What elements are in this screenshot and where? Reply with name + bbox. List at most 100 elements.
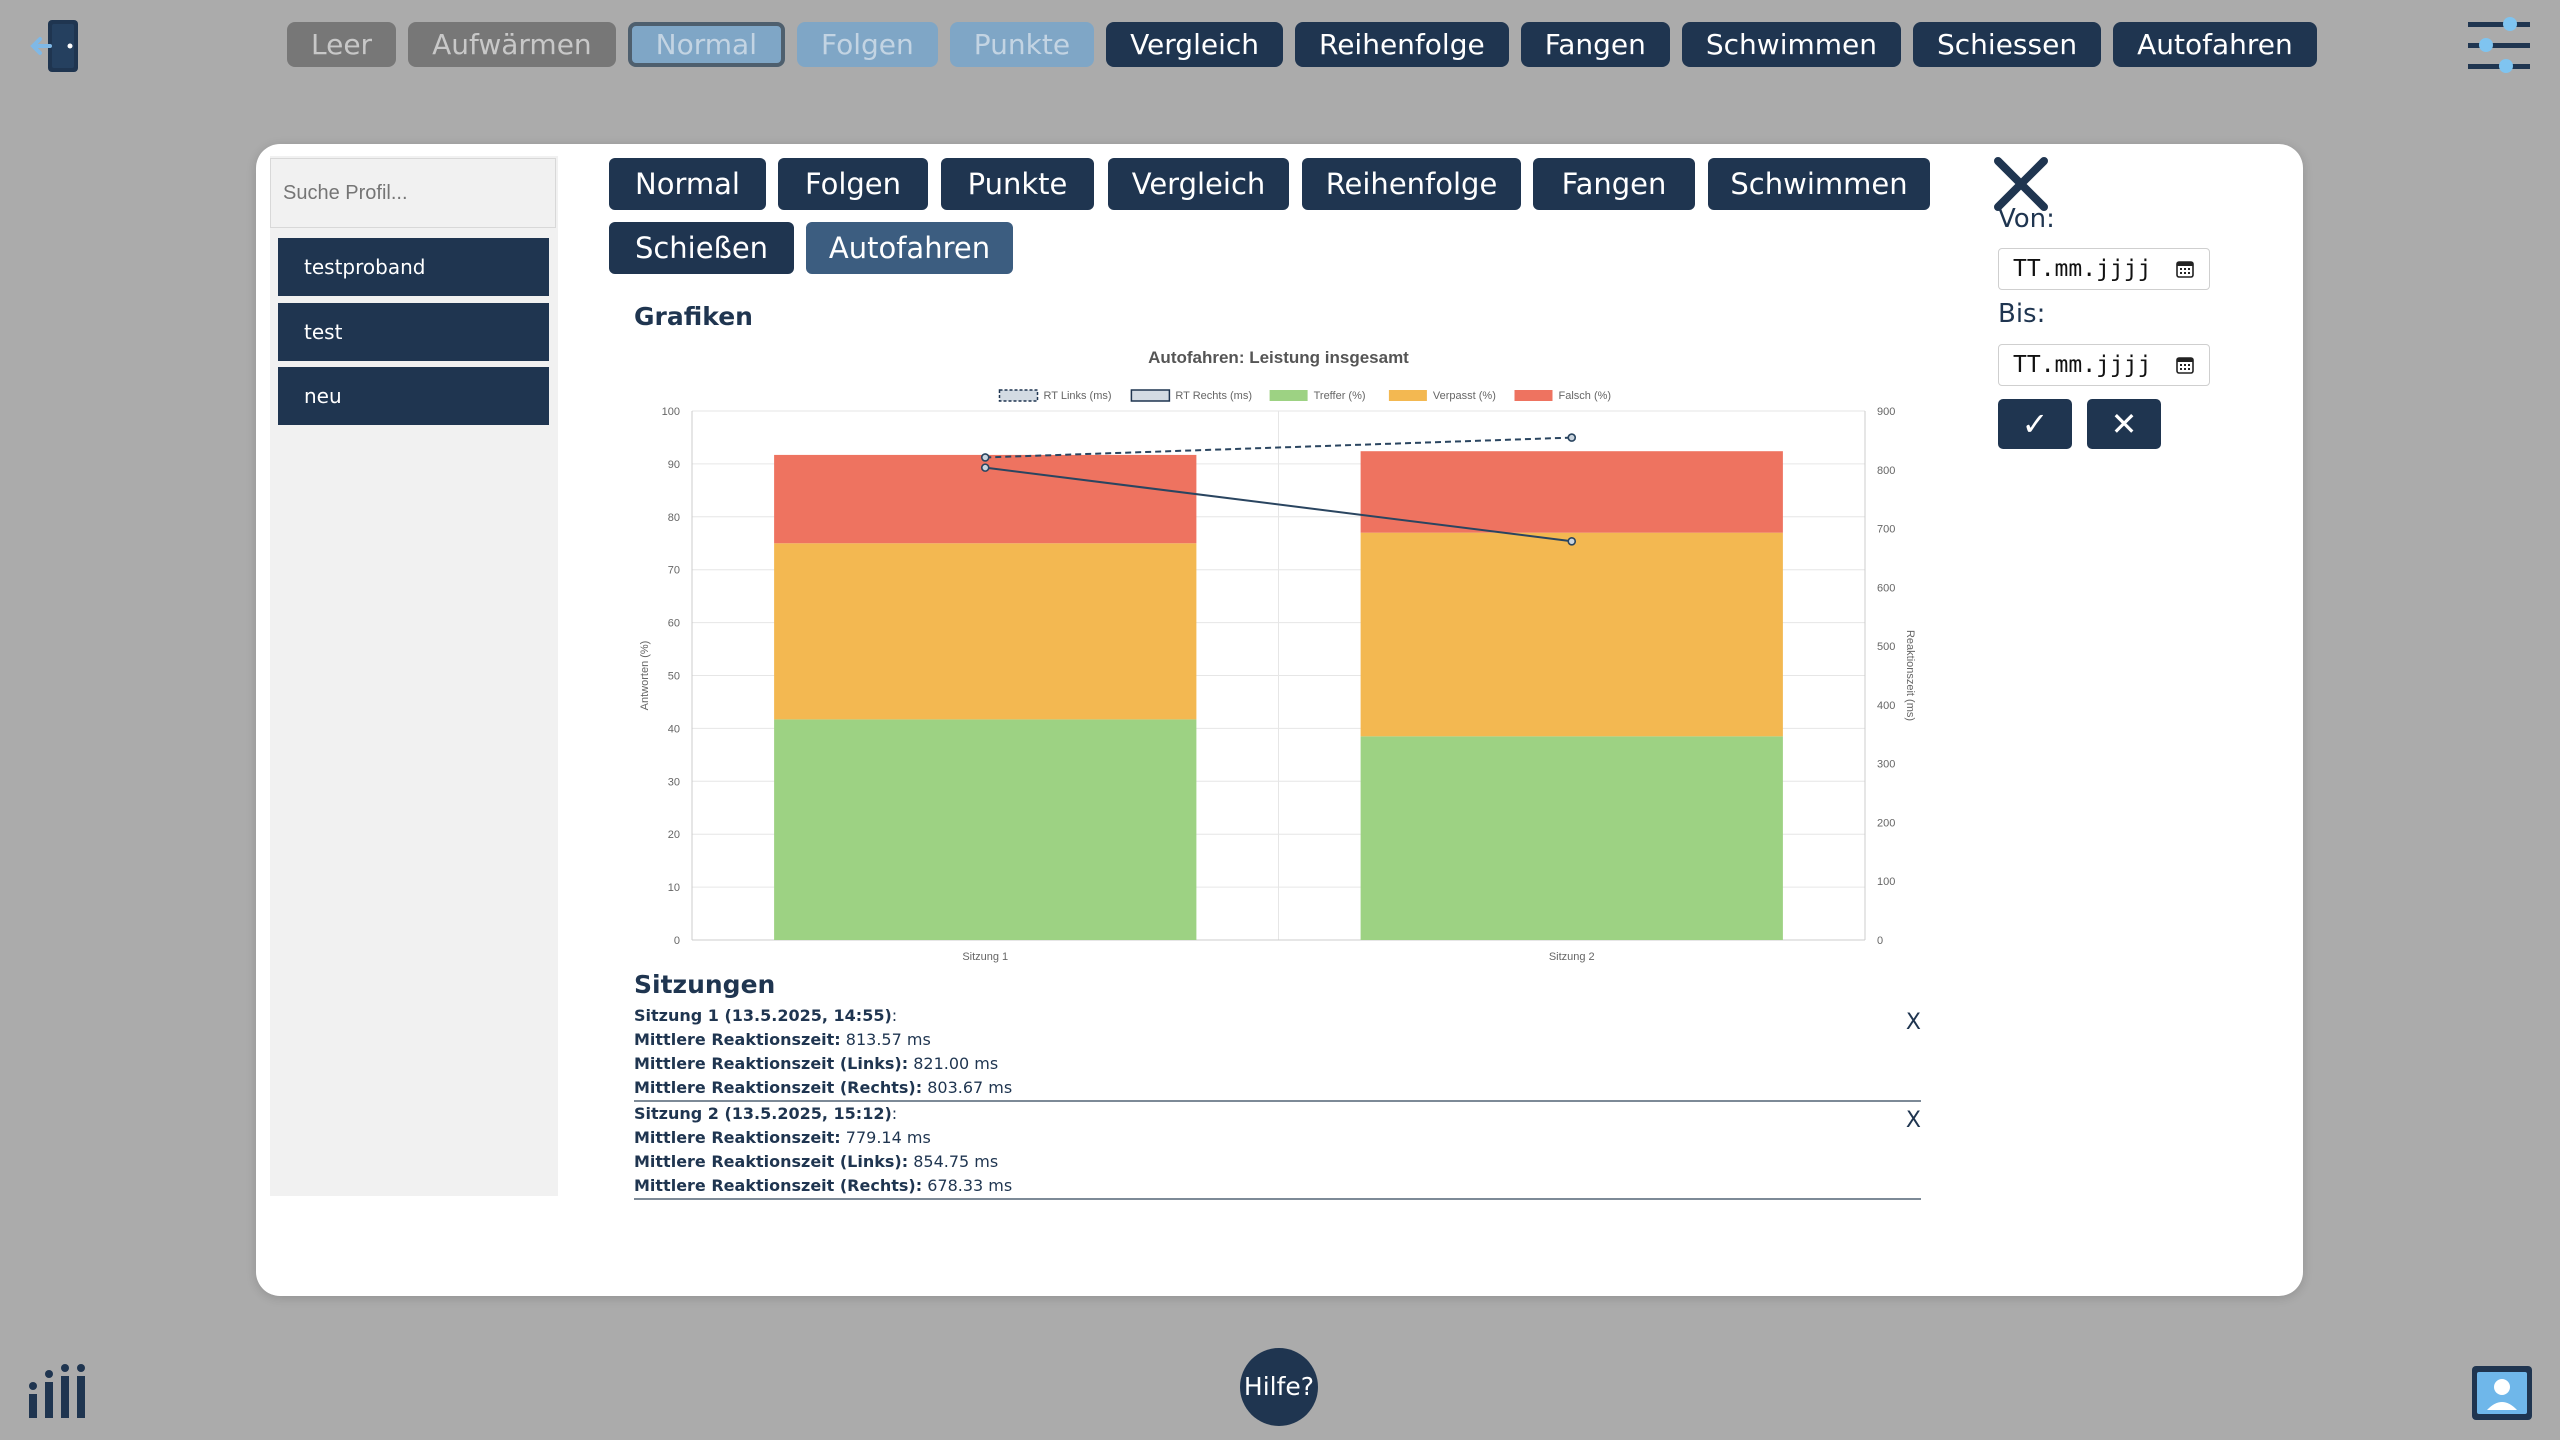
- y-axis-title: Antworten (%): [639, 641, 651, 711]
- y-tick-label: 80: [668, 512, 680, 524]
- y2-axis-title: Reaktionszeit (ms): [1904, 630, 1916, 721]
- exit-icon[interactable]: [30, 18, 86, 74]
- top-nav-aufwaermen[interactable]: Aufwärmen: [408, 22, 616, 67]
- left-rt-label: Mittlere Reaktionszeit (Links):: [634, 1054, 909, 1073]
- session-title[interactable]: Sitzung 2 (13.5.2025, 15:12): [634, 1104, 892, 1123]
- y2-tick-label: 0: [1877, 935, 1883, 947]
- mean-rt-label: Mittlere Reaktionszeit:: [634, 1030, 841, 1049]
- y2-tick-label: 400: [1877, 700, 1895, 712]
- left-rt-label: Mittlere Reaktionszeit (Links):: [634, 1152, 909, 1171]
- y2-tick-label: 300: [1877, 759, 1895, 771]
- bis-date-input[interactable]: TT.mm.jjjj: [1998, 344, 2210, 386]
- right-rt-label: Mittlere Reaktionszeit (Rechts):: [634, 1078, 923, 1097]
- clear-date-button[interactable]: ✕: [2087, 399, 2161, 449]
- legend-swatch: [1388, 390, 1427, 401]
- y-tick-label: 10: [668, 882, 680, 894]
- session-divider: [634, 1100, 1921, 1102]
- game-button-schiessen[interactable]: Schießen: [609, 222, 794, 274]
- y2-tick-label: 100: [1877, 876, 1895, 888]
- game-button-fangen[interactable]: Fangen: [1533, 158, 1695, 210]
- bis-label: Bis:: [1998, 299, 2046, 329]
- game-button-reihenfolge[interactable]: Reihenfolge: [1302, 158, 1521, 210]
- session-entry: Sitzung 2 (13.5.2025, 15:12): Mittlere R…: [634, 1102, 1921, 1200]
- game-button-punkte[interactable]: Punkte: [941, 158, 1094, 210]
- y-tick-label: 30: [668, 776, 680, 788]
- von-date-value: TT.mm.jjjj: [2013, 256, 2152, 282]
- confirm-date-button[interactable]: ✓: [1998, 399, 2072, 449]
- session-title[interactable]: Sitzung 1 (13.5.2025, 14:55): [634, 1006, 892, 1025]
- y2-tick-label: 200: [1877, 817, 1895, 829]
- series-line: [985, 466, 1572, 543]
- legend-label: RT Rechts (ms): [1175, 390, 1252, 402]
- right-rt-value: 803.67 ms: [927, 1078, 1013, 1097]
- profile-item-testproband[interactable]: testproband: [278, 238, 549, 296]
- y2-tick-label: 600: [1877, 582, 1895, 594]
- series-point: [1567, 433, 1577, 442]
- bar-segment: [774, 543, 1197, 720]
- user-profile-icon[interactable]: [2470, 1364, 2534, 1422]
- game-button-schwimmen[interactable]: Schwimmen: [1708, 158, 1930, 210]
- performance-chart: Autofahren: Leistung insgesamt RT Links (…: [639, 348, 1916, 963]
- top-nav-schwimmen[interactable]: Schwimmen: [1681, 22, 1902, 67]
- left-rt-value: 854.75 ms: [913, 1152, 999, 1171]
- profile-item-test[interactable]: test: [278, 303, 549, 361]
- von-label: Von:: [1998, 204, 2055, 234]
- statistics-bars-icon[interactable]: [28, 1364, 88, 1420]
- session-divider: [634, 1198, 1921, 1200]
- game-button-folgen[interactable]: Folgen: [778, 158, 928, 210]
- game-button-autofahren[interactable]: Autofahren: [806, 222, 1013, 274]
- legend-swatch: [1130, 389, 1171, 402]
- game-button-normal[interactable]: Normal: [609, 158, 766, 210]
- calendar-icon[interactable]: [2175, 355, 2195, 375]
- x-tick-label: Sitzung 2: [1549, 951, 1595, 963]
- delete-session-button[interactable]: X: [1905, 1010, 1921, 1035]
- help-button[interactable]: Hilfe?: [1240, 1348, 1318, 1426]
- series-point: [980, 463, 990, 472]
- search-profile-input[interactable]: [270, 158, 556, 228]
- right-rt-value: 678.33 ms: [927, 1176, 1013, 1195]
- y2-tick-label: 800: [1877, 465, 1895, 477]
- game-button-vergleich[interactable]: Vergleich: [1108, 158, 1289, 210]
- mean-rt-value: 779.14 ms: [845, 1128, 931, 1147]
- x-tick-label: Sitzung 1: [962, 951, 1008, 963]
- y2-tick-label: 500: [1877, 641, 1895, 653]
- top-nav-reihenfolge[interactable]: Reihenfolge: [1295, 22, 1509, 67]
- session-entry: Sitzung 1 (13.5.2025, 14:55): Mittlere R…: [634, 1004, 1921, 1102]
- top-nav-fangen[interactable]: Fangen: [1520, 22, 1670, 67]
- settings-sliders-icon[interactable]: [2466, 14, 2532, 78]
- session-title-suffix: :: [891, 1006, 898, 1025]
- y-tick-label: 40: [668, 723, 680, 735]
- bis-date-value: TT.mm.jjjj: [2013, 352, 2152, 378]
- top-nav-normal[interactable]: Normal: [627, 22, 785, 67]
- legend-label: Treffer (%): [1314, 390, 1366, 402]
- legend-swatch: [1514, 390, 1553, 401]
- statistics-modal: [256, 144, 2303, 1296]
- bar-segment: [1360, 736, 1783, 940]
- mean-rt-label: Mittlere Reaktionszeit:: [634, 1128, 841, 1147]
- top-nav-leer[interactable]: Leer: [287, 22, 397, 67]
- profile-item-neu[interactable]: neu: [278, 367, 549, 425]
- y-tick-label: 90: [668, 459, 680, 471]
- y2-tick-label: 900: [1877, 406, 1895, 418]
- legend-label: Falsch (%): [1559, 390, 1612, 402]
- y-tick-label: 50: [668, 671, 680, 683]
- top-nav-vergleich[interactable]: Vergleich: [1106, 22, 1283, 67]
- calendar-icon[interactable]: [2175, 259, 2195, 279]
- close-icon[interactable]: [1986, 149, 2056, 219]
- top-nav-autofahren[interactable]: Autofahren: [2113, 22, 2317, 67]
- left-rt-value: 821.00 ms: [913, 1054, 999, 1073]
- y-tick-label: 100: [662, 406, 680, 418]
- y2-tick-label: 700: [1877, 524, 1895, 536]
- top-nav-punkte[interactable]: Punkte: [949, 22, 1095, 67]
- top-nav-schiessen[interactable]: Schiessen: [1913, 22, 2102, 67]
- delete-session-button[interactable]: X: [1905, 1108, 1921, 1133]
- legend-swatch: [998, 389, 1039, 402]
- legend-label: Verpasst (%): [1433, 390, 1496, 402]
- mean-rt-value: 813.57 ms: [845, 1030, 931, 1049]
- series-point: [980, 453, 990, 462]
- sessions-heading: Sitzungen: [634, 970, 776, 999]
- y-tick-label: 0: [674, 935, 680, 947]
- von-date-input[interactable]: TT.mm.jjjj: [1998, 248, 2210, 290]
- y-tick-label: 60: [668, 618, 680, 630]
- top-nav-folgen[interactable]: Folgen: [796, 22, 938, 67]
